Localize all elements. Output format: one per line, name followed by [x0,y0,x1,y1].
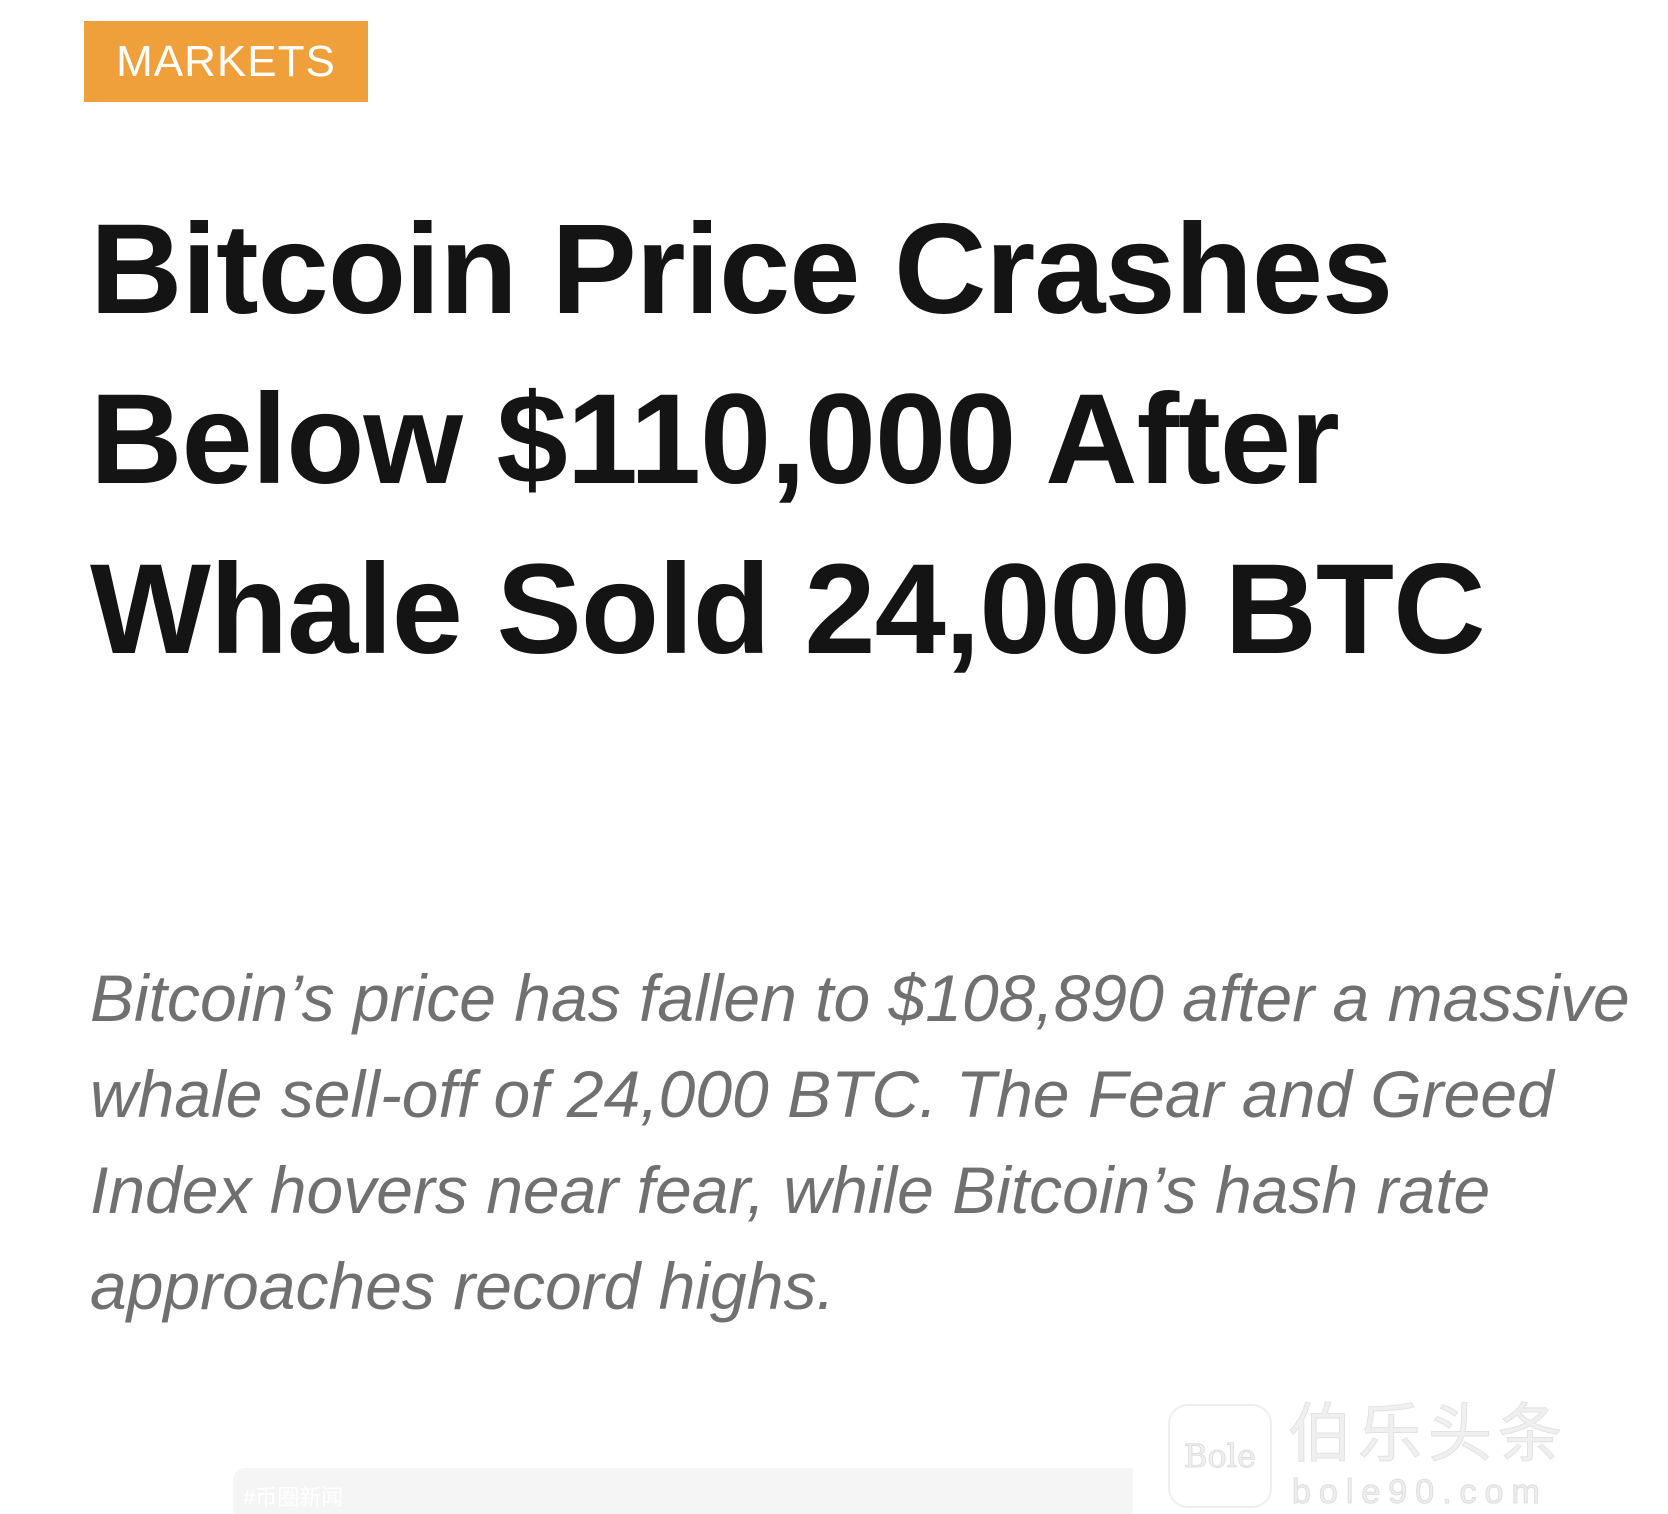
watermark-url: bole90.com [1292,1473,1548,1512]
watermark: Bole 伯乐头条 bole90.com [1168,1400,1668,1514]
article-summary: Bitcoin’s price has fallen to $108,890 a… [90,961,1630,1323]
watermark-name: 伯乐头条 [1288,1398,1568,1472]
topic-tag[interactable]: #币圈新闻 [233,1468,1133,1514]
article-headline: Bitcoin Price Crashes Below $110,000 Aft… [90,198,1486,681]
watermark-logo: Bole [1168,1404,1272,1508]
category-badge[interactable]: MARKETS [84,21,368,102]
